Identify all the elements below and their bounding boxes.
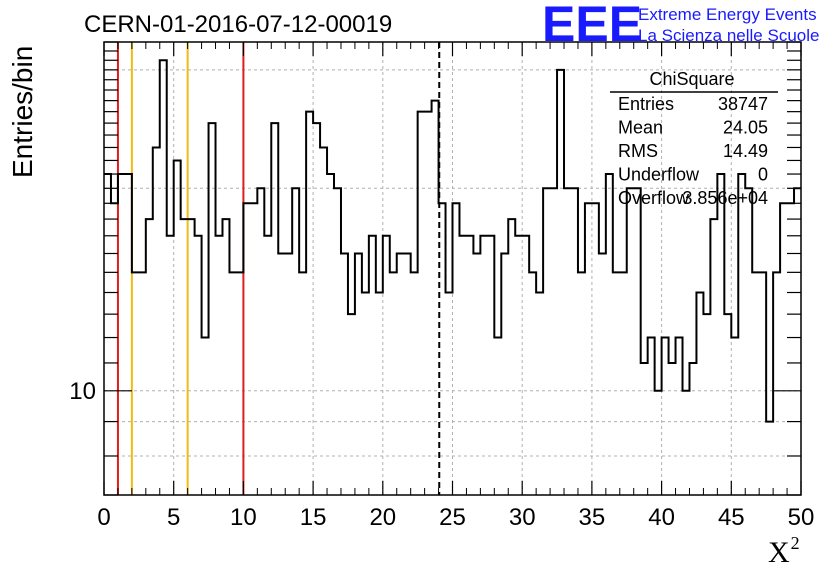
stats-label: Underflow	[618, 165, 700, 185]
stats-label: Entries	[618, 94, 674, 114]
stats-value: 24.05	[723, 118, 768, 138]
stats-title: ChiSquare	[649, 69, 734, 89]
y-axis-label: Entries/bin	[7, 46, 38, 178]
histogram-series	[104, 59, 801, 423]
stats-value: 14.49	[723, 141, 768, 161]
stats-label: RMS	[618, 141, 658, 161]
logo-mark: EEE	[542, 0, 642, 52]
eee-logo: EEE Extreme Energy Events La Scienza nel…	[542, 0, 819, 52]
x-axis-label-base: X	[768, 536, 790, 569]
stats-value: 38747	[718, 94, 768, 114]
stats-label: Overflow	[618, 188, 690, 208]
x-tick-label: 50	[788, 504, 815, 531]
x-tick-label: 15	[300, 504, 327, 531]
x-tick-label: 25	[439, 504, 466, 531]
x-tick-label: 35	[579, 504, 606, 531]
x-axis-label: X2	[768, 533, 800, 569]
x-axis-label-superscript: 2	[791, 533, 800, 553]
x-tick-label: 10	[230, 504, 257, 531]
stats-value: 3.856e+04	[682, 188, 768, 208]
logo-line1: Extreme Energy Events	[638, 5, 817, 24]
axis-ticks: 0 5 10 15 20 25 30 35 40 45 50 10	[69, 41, 815, 531]
x-tick-label: 0	[97, 504, 110, 531]
x-tick-label: 40	[648, 504, 675, 531]
x-tick-label: 5	[167, 504, 180, 531]
x-tick-label: 30	[509, 504, 536, 531]
chart-title: CERN-01-2016-07-12-00019	[84, 11, 392, 38]
stats-label: Mean	[618, 118, 663, 138]
y-tick-label: 10	[69, 378, 96, 405]
stats-value: 0	[758, 165, 768, 185]
x-tick-label: 20	[369, 504, 396, 531]
stats-box: ChiSquare Entries 38747 Mean 24.05 RMS 14.49 U…	[610, 69, 778, 208]
logo-line2: La Scienza nelle Scuole	[638, 26, 819, 45]
x-tick-label: 45	[718, 504, 745, 531]
